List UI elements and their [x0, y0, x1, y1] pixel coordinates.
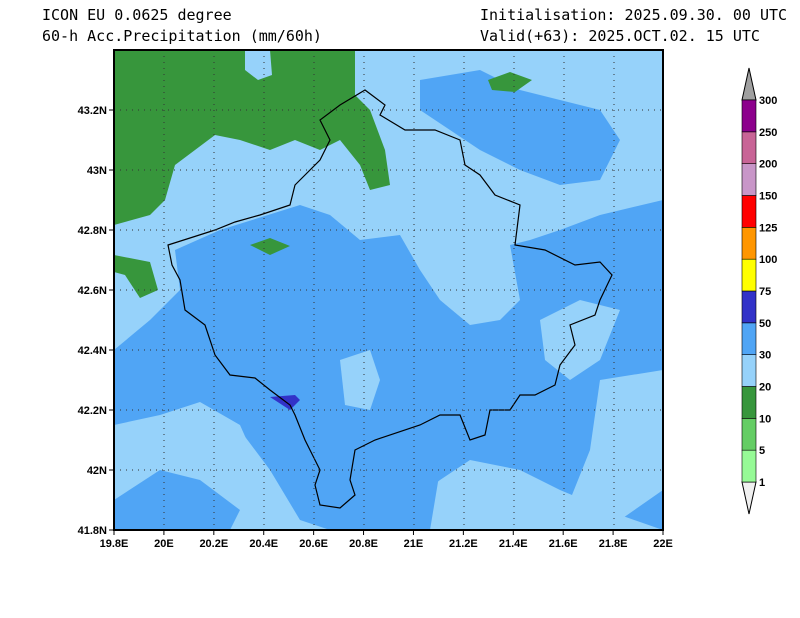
lon-tick-label: 20.2E [199, 538, 228, 550]
variable-title: 60-h Acc.Precipitation (mm/60h) [42, 27, 322, 45]
lat-tick-label: 42.8N [78, 225, 107, 237]
colorbar-label: 300 [759, 95, 777, 107]
colorbar-swatch [741, 322, 757, 355]
colorbar-label: 100 [759, 254, 777, 266]
country-border [167, 89, 613, 509]
lat-tick-label: 43.2N [78, 105, 107, 117]
colorbar-under-arrow [741, 481, 757, 515]
colorbar-label: 250 [759, 127, 777, 139]
lon-tick-label: 19.8E [100, 538, 129, 550]
colorbar-label: 125 [759, 222, 777, 234]
lon-tick-label: 21.4E [499, 538, 528, 550]
colorbar-swatch [741, 418, 757, 451]
lat-tick-label: 42.4N [78, 345, 107, 357]
colorbar-label: 10 [759, 413, 771, 425]
colorbar-over-arrow [741, 67, 757, 101]
lat-tick-label: 42.6N [78, 285, 107, 297]
lat-tick-label: 43N [87, 165, 107, 177]
colorbar-swatch [741, 227, 757, 260]
colorbar-swatch [741, 99, 757, 133]
model-title: ICON EU 0.0625 degree [42, 6, 232, 24]
lon-tick-label: 22E [653, 538, 673, 550]
grid-lines [114, 50, 663, 530]
colorbar-swatch [741, 290, 757, 324]
lon-tick-label: 21E [404, 538, 424, 550]
lon-tick-label: 20.6E [299, 538, 328, 550]
colorbar-label: 20 [759, 382, 771, 394]
colorbar-swatch [741, 163, 757, 196]
precip-50-75-area [270, 395, 300, 410]
lat-tick-label: 41.8N [78, 525, 107, 537]
precip-30-50-area [114, 200, 663, 530]
colorbar: 1 5 10 20 30 50 75 100 125 150 200 250 300 [741, 67, 777, 515]
colorbar-swatch [741, 354, 757, 387]
colorbar-label: 50 [759, 318, 771, 330]
lat-tick-label: 42.2N [78, 405, 107, 417]
valid-time: Valid(+63): 2025.OCT.02. 15 UTC [480, 27, 760, 45]
colorbar-swatch [741, 386, 757, 419]
colorbar-label: 5 [759, 445, 765, 457]
colorbar-swatch [741, 131, 757, 164]
lat-tick-label: 42N [87, 465, 107, 477]
lon-tick-label: 20.4E [249, 538, 278, 550]
precip-field [114, 50, 663, 530]
colorbar-swatch [741, 195, 757, 228]
precip-10-20-area [114, 50, 390, 225]
lon-tick-label: 21.8E [599, 538, 628, 550]
colorbar-swatch [741, 449, 757, 483]
lon-tick-label: 20.8E [349, 538, 378, 550]
colorbar-label: 150 [759, 191, 777, 203]
colorbar-swatch [741, 258, 757, 292]
init-time: Initialisation: 2025.09.30. 00 UTC [480, 6, 788, 24]
lon-tick-label: 21.6E [549, 538, 578, 550]
colorbar-label: 1 [759, 477, 765, 489]
colorbar-label: 200 [759, 159, 777, 171]
lon-tick-label: 20E [154, 538, 174, 550]
lon-tick-label: 21.2E [449, 538, 478, 550]
colorbar-label: 30 [759, 350, 771, 362]
colorbar-label: 75 [759, 286, 771, 298]
